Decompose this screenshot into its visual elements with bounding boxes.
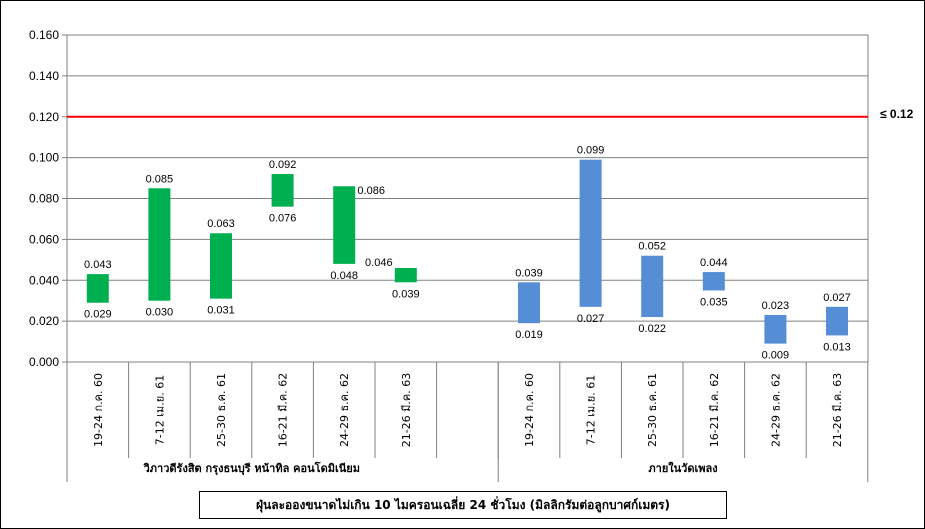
x-category-label: 7-12 เม.ย. 61 — [153, 375, 166, 445]
low-value-label: 0.031 — [207, 305, 235, 317]
range-bar — [333, 186, 356, 264]
low-value-label: 0.039 — [392, 288, 420, 300]
x-category-label: 21-26 มี.ค. 63 — [831, 373, 844, 448]
y-tick-label: 0.020 — [29, 314, 59, 328]
y-tick-label: 0.040 — [29, 273, 59, 287]
range-bar — [826, 306, 848, 336]
limit-line-group: ≤ 0.12 — [67, 107, 914, 121]
y-tick-label: 0.140 — [29, 69, 59, 83]
x-category-label: 19-24 ก.ค. 60 — [92, 373, 105, 447]
y-tick-label: 0.000 — [29, 355, 59, 369]
high-value-label: 0.039 — [515, 267, 543, 279]
range-bar — [210, 233, 232, 299]
low-value-label: 0.022 — [638, 323, 666, 335]
y-tick-label: 0.160 — [29, 28, 59, 42]
bars: 0.043 0.029 0.085 0.030 0.063 0.031 0.092 0.076… — [84, 145, 851, 362]
x-category-label: 7-12 เม.ย. 61 — [585, 375, 598, 445]
range-bar — [394, 267, 417, 283]
range-bar — [641, 255, 664, 318]
low-value-label: 0.013 — [823, 341, 851, 353]
low-value-label: 0.029 — [84, 309, 112, 321]
low-value-label: 0.048 — [330, 270, 358, 282]
gridlines — [66, 34, 869, 363]
x-category-label: 25-30 ธ.ค. 61 — [215, 373, 228, 447]
limit-label: ≤ 0.12 — [880, 107, 914, 121]
high-value-label: 0.043 — [84, 259, 112, 271]
high-value-label: 0.063 — [207, 218, 235, 230]
y-tick-label: 0.100 — [29, 151, 59, 165]
high-value-label: 0.099 — [577, 145, 605, 157]
high-value-label: 0.044 — [700, 257, 728, 269]
high-value-label: 0.023 — [762, 300, 790, 312]
range-bar — [148, 188, 171, 301]
range-bar — [86, 274, 109, 303]
chart-caption: ฝุ่นละอองขนาดไม่เกิน 10 ไมครอนเฉลี่ย 24 … — [199, 491, 727, 519]
x-category-label: 19-24 ก.ค. 60 — [523, 373, 536, 447]
x-category-label: 24-29 ธ.ค. 62 — [769, 373, 782, 447]
y-tick-label: 0.120 — [29, 110, 59, 124]
x-category-label: 25-30 ธ.ค. 61 — [646, 373, 659, 447]
range-bar — [518, 282, 540, 324]
low-value-label: 0.027 — [577, 313, 605, 325]
x-group-label: วิภาวดีรังสิต กรุงธนบุรี หน้าทิล คอนโดมิ… — [143, 461, 360, 476]
low-value-label: 0.009 — [762, 350, 790, 362]
high-value-label: 0.092 — [269, 159, 297, 171]
low-value-label: 0.030 — [146, 307, 174, 319]
x-category-label: 21-26 มี.ค. 63 — [400, 373, 413, 448]
low-value-label: 0.076 — [269, 213, 297, 225]
x-axis: 19-24 ก.ค. 60 7-12 เม.ย. 61 25-30 ธ.ค. 61 1… — [66, 362, 869, 482]
high-value-label: 0.027 — [823, 292, 851, 304]
range-bar — [579, 159, 602, 307]
high-value-label: 0.046 — [365, 257, 393, 269]
range-bar — [271, 173, 294, 207]
high-value-label: 0.085 — [146, 173, 174, 185]
high-value-label: 0.052 — [638, 241, 666, 253]
high-value-label: 0.086 — [357, 185, 385, 197]
x-category-label: 16-21 มี.ค. 62 — [708, 373, 721, 448]
range-bar — [764, 314, 787, 344]
y-tick-label: 0.060 — [29, 232, 59, 246]
y-axis: 0.000 0.020 0.040 0.060 0.080 0.100 0.120 0.140… — [29, 28, 67, 369]
x-group-label: ภายในวัดเพลง — [648, 461, 717, 475]
x-category-label: 16-21 มี.ค. 62 — [277, 373, 290, 448]
range-bar — [702, 272, 725, 291]
y-tick-label: 0.080 — [29, 192, 59, 206]
low-value-label: 0.035 — [700, 296, 728, 308]
x-category-label: 24-29 ธ.ค. 62 — [338, 373, 351, 447]
low-value-label: 0.019 — [515, 329, 543, 341]
